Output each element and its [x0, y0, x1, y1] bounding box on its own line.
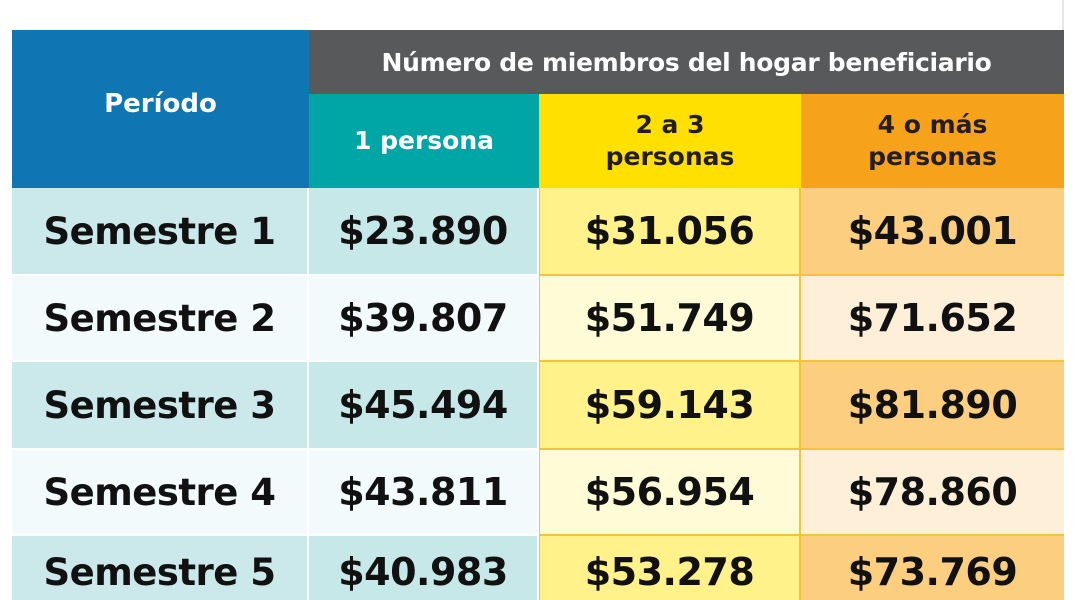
table-row-period: Semestre 5 [12, 536, 309, 600]
header-col-2-3-persons: 2 a 3 personas [539, 94, 801, 188]
table-cell-value: $51.749 [539, 276, 801, 362]
table-cell-value: $43.001 [801, 188, 1064, 276]
table-cell-value: $40.983 [309, 536, 539, 600]
table-cell-value: $56.954 [539, 450, 801, 536]
header-col-1-person: 1 persona [309, 94, 539, 188]
table-cell-value: $81.890 [801, 362, 1064, 450]
frame-edge [1062, 0, 1064, 30]
table-row-period: Semestre 1 [12, 188, 309, 276]
table-cell-value: $43.811 [309, 450, 539, 536]
table-cell-value: $23.890 [309, 188, 539, 276]
header-period: Período [12, 30, 309, 188]
table-row-period: Semestre 3 [12, 362, 309, 450]
table-cell-value: $45.494 [309, 362, 539, 450]
table-row-period: Semestre 2 [12, 276, 309, 362]
table-cell-value: $73.769 [801, 536, 1064, 600]
table-cell-value: $31.056 [539, 188, 801, 276]
table-cell-value: $39.807 [309, 276, 539, 362]
benefit-table: Período Número de miembros del hogar ben… [12, 30, 1064, 600]
header-household-members: Número de miembros del hogar beneficiari… [309, 30, 1064, 94]
table-cell-value: $78.860 [801, 450, 1064, 536]
table-row-period: Semestre 4 [12, 450, 309, 536]
table-cell-value: $53.278 [539, 536, 801, 600]
table-cell-value: $59.143 [539, 362, 801, 450]
table-cell-value: $71.652 [801, 276, 1064, 362]
header-col-4-plus-persons: 4 o más personas [801, 94, 1064, 188]
